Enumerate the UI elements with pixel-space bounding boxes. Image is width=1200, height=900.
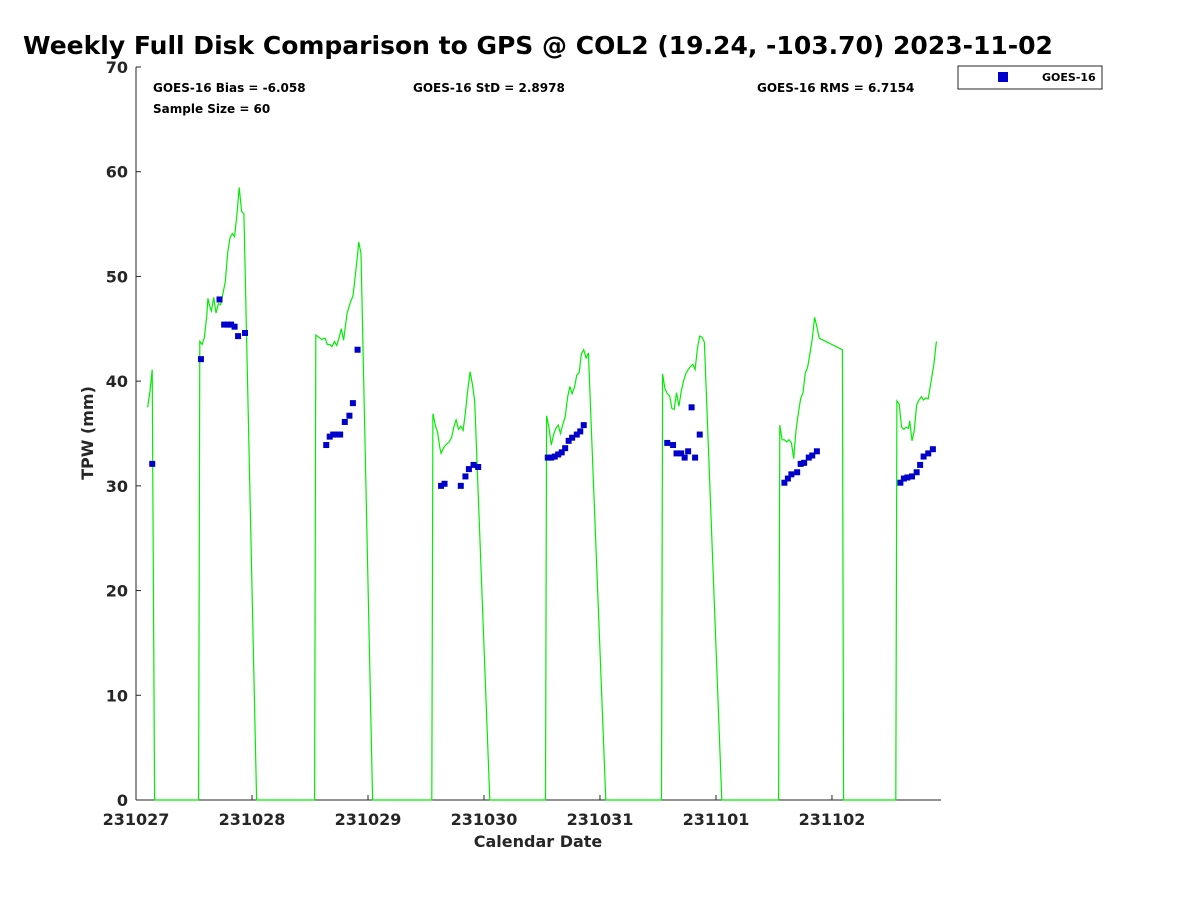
goes16-point xyxy=(681,454,688,461)
goes16-point xyxy=(809,452,816,459)
y-tick-label: 60 xyxy=(106,163,128,182)
y-tick-label: 40 xyxy=(106,372,128,391)
goes16-point xyxy=(349,400,356,407)
goes16-point xyxy=(917,461,924,468)
goes16-point xyxy=(913,469,920,476)
x-tick-label: 231028 xyxy=(219,810,286,829)
goes16-point xyxy=(354,346,361,353)
x-tick-label: 231031 xyxy=(567,810,634,829)
goes16-point xyxy=(673,450,680,457)
goes16-point xyxy=(562,445,569,452)
goes16-point xyxy=(326,433,333,440)
goes16-point xyxy=(149,460,156,467)
goes16-point xyxy=(784,475,791,482)
goes16-point xyxy=(475,464,482,471)
goes16-point xyxy=(678,450,685,457)
sample-size-stat: Sample Size = 60 xyxy=(153,102,270,116)
goes16-point xyxy=(696,431,703,438)
legend-marker-goes16 xyxy=(998,72,1008,82)
bias-stat: GOES-16 Bias = -6.058 xyxy=(153,81,306,95)
gps-line xyxy=(147,187,937,801)
goes16-point xyxy=(801,459,808,466)
goes16-point xyxy=(555,451,562,458)
x-axis-label: Calendar Date xyxy=(474,832,603,851)
goes16-point xyxy=(565,437,572,444)
goes16-point xyxy=(323,442,330,449)
goes16-point xyxy=(929,446,936,453)
goes16-point xyxy=(670,442,677,449)
y-tick-label: 20 xyxy=(106,582,128,601)
goes16-point xyxy=(346,412,353,419)
goes16-point xyxy=(904,474,911,481)
goes16-point xyxy=(558,449,565,456)
goes16-point xyxy=(465,466,472,473)
goes16-point xyxy=(216,296,223,303)
legend-box xyxy=(957,65,1103,90)
goes16-point xyxy=(544,454,551,461)
x-tick-label: 231030 xyxy=(451,810,518,829)
x-tick-label: 231101 xyxy=(683,810,750,829)
x-ticks: 231027 231028 231029 231030 231031 231101 2311… xyxy=(103,795,866,829)
goes16-point xyxy=(470,461,477,468)
x-tick-label: 231029 xyxy=(335,810,402,829)
goes16-point xyxy=(794,469,801,476)
goes16-point xyxy=(900,475,907,482)
y-ticks: 0 10 20 30 40 50 60 70 xyxy=(106,58,141,810)
y-axis-label: TPW (mm) xyxy=(78,386,97,480)
gps-line-layer xyxy=(147,187,937,801)
goes16-point xyxy=(797,460,804,467)
goes16-point xyxy=(692,454,699,461)
y-tick-label: 70 xyxy=(106,58,128,77)
goes16-point xyxy=(462,473,469,480)
goes16-point xyxy=(441,480,448,487)
goes16-point xyxy=(909,473,916,480)
goes16-point xyxy=(805,454,812,461)
goes16-point xyxy=(337,431,344,438)
goes16-point xyxy=(228,321,235,328)
y-tick-label: 30 xyxy=(106,477,128,496)
goes16-point xyxy=(664,439,671,446)
y-tick-label: 10 xyxy=(106,686,128,705)
goes16-point xyxy=(457,482,464,489)
x-tick-label: 231027 xyxy=(103,810,170,829)
goes16-point xyxy=(577,428,584,435)
goes16-point xyxy=(242,329,249,336)
goes16-point xyxy=(551,453,558,460)
goes16-point xyxy=(920,453,927,460)
plot-background xyxy=(136,67,941,800)
goes16-marker-layer xyxy=(149,296,936,489)
goes16-point xyxy=(330,431,337,438)
goes16-point xyxy=(573,431,580,438)
plot-area xyxy=(136,67,941,800)
rms-stat: GOES-16 RMS = 6.7154 xyxy=(757,81,914,95)
goes16-point xyxy=(688,404,695,411)
goes16-point xyxy=(235,333,242,340)
goes16-point xyxy=(788,471,795,478)
x-tick-label: 231102 xyxy=(799,810,866,829)
y-tick-label: 0 xyxy=(117,791,128,810)
legend: GOES-16 xyxy=(957,65,1103,90)
chart-title: Weekly Full Disk Comparison to GPS @ COL… xyxy=(23,31,1053,60)
y-tick-label: 50 xyxy=(106,267,128,286)
goes16-point xyxy=(548,454,555,461)
goes16-point xyxy=(197,356,204,363)
goes16-point xyxy=(438,482,445,489)
goes16-point xyxy=(224,321,231,328)
goes16-point xyxy=(333,431,340,438)
goes16-point xyxy=(685,448,692,455)
goes16-point xyxy=(341,418,348,425)
std-stat: GOES-16 StD = 2.8978 xyxy=(413,81,565,95)
goes16-point xyxy=(781,479,788,486)
goes16-point xyxy=(580,422,587,429)
legend-label-goes16: GOES-16 xyxy=(1042,71,1096,84)
goes16-point xyxy=(897,479,904,486)
goes16-point xyxy=(569,434,576,441)
goes16-point xyxy=(221,321,228,328)
goes16-point xyxy=(231,323,238,330)
goes16-point xyxy=(813,448,820,455)
goes16-point xyxy=(925,450,932,457)
